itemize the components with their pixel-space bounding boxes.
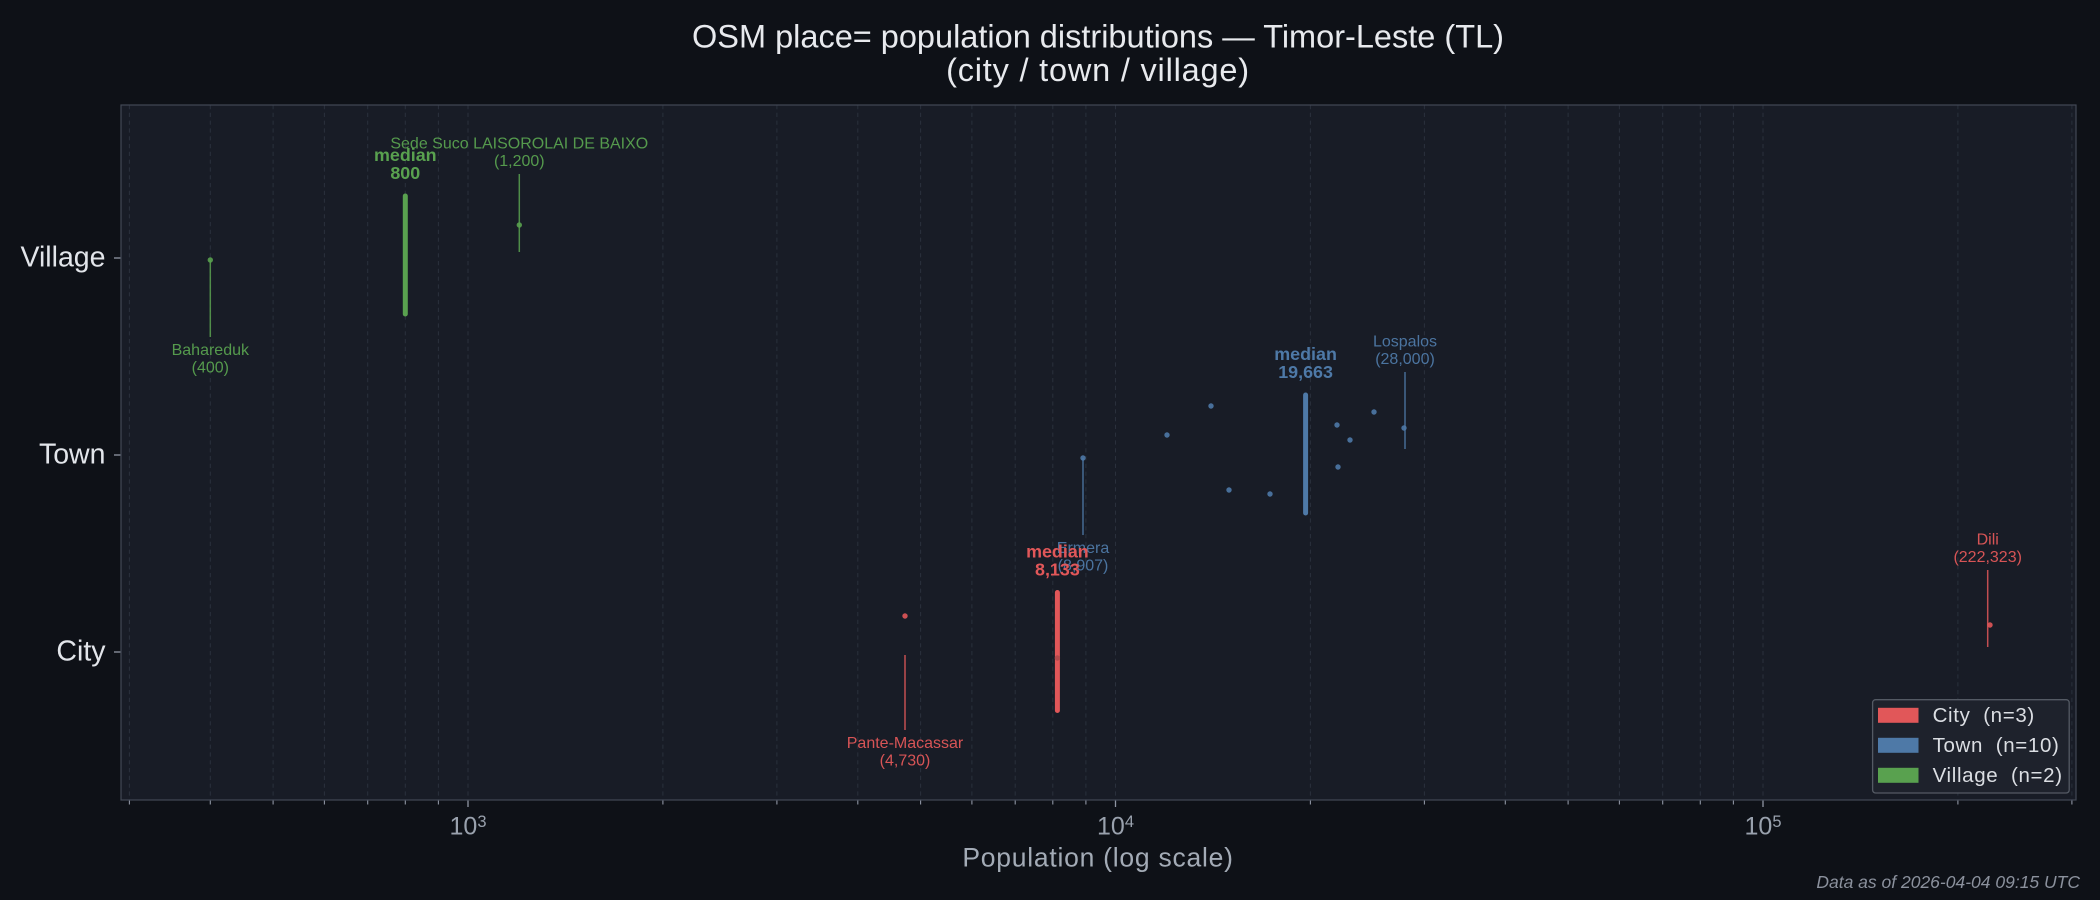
svg-text:Pante-Macassar: Pante-Macassar bbox=[847, 735, 964, 752]
svg-text:(1,200): (1,200) bbox=[494, 153, 545, 170]
svg-text:Dili: Dili bbox=[1977, 532, 1999, 549]
svg-text:(4,730): (4,730) bbox=[880, 753, 931, 770]
svg-text:Data as of 2026-04-04 09:15 UT: Data as of 2026-04-04 09:15 UTC bbox=[1816, 872, 2080, 892]
svg-text:(8,907): (8,907) bbox=[1058, 558, 1109, 575]
svg-text:800: 800 bbox=[390, 163, 420, 183]
svg-text:Village (n=2): Village (n=2) bbox=[1933, 764, 2063, 787]
svg-text:Ermera: Ermera bbox=[1057, 540, 1110, 557]
svg-text:median: median bbox=[1026, 542, 1089, 562]
svg-text:Town: Town bbox=[39, 439, 106, 471]
svg-text:Village: Village bbox=[20, 242, 105, 274]
svg-text:OSM place= population distribu: OSM place= population distributions — Ti… bbox=[692, 19, 1504, 55]
svg-text:median: median bbox=[1274, 344, 1337, 364]
svg-text:19,663: 19,663 bbox=[1278, 362, 1333, 382]
svg-text:Bahareduk: Bahareduk bbox=[172, 342, 250, 359]
svg-text:City: City bbox=[56, 636, 106, 668]
svg-text:8,133: 8,133 bbox=[1035, 560, 1080, 580]
svg-text:Sede Suco LAISOROLAI DE BAIXO: Sede Suco LAISOROLAI DE BAIXO bbox=[390, 136, 648, 153]
svg-text:(400): (400) bbox=[192, 360, 229, 377]
svg-text:(28,000): (28,000) bbox=[1375, 351, 1435, 368]
svg-text:(city / town / village): (city / town / village) bbox=[946, 52, 1250, 88]
svg-text:Population (log scale): Population (log scale) bbox=[962, 843, 1233, 873]
svg-text:City (n=3): City (n=3) bbox=[1933, 704, 2035, 727]
svg-text:(222,323): (222,323) bbox=[1953, 549, 2022, 566]
svg-text:Town (n=10): Town (n=10) bbox=[1933, 734, 2060, 757]
svg-text:Lospalos: Lospalos bbox=[1373, 334, 1437, 351]
svg-text:median: median bbox=[374, 145, 437, 165]
